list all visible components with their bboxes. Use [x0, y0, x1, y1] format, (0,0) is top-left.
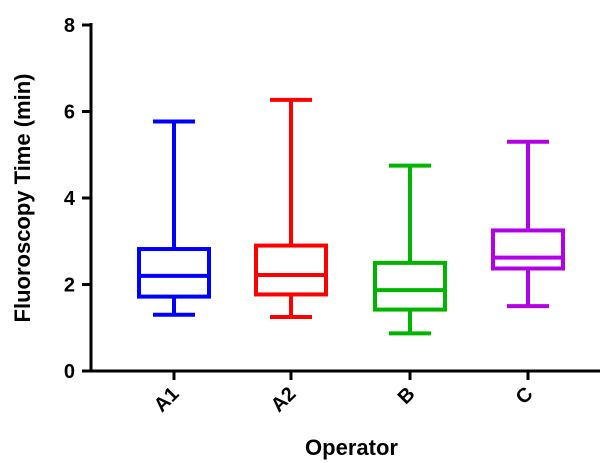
box-a1 [137, 119, 211, 317]
y-tick-label: 2 [64, 275, 75, 297]
y-tick-label: 4 [64, 188, 76, 210]
x-tick-label: C [512, 383, 538, 409]
box-a2 [254, 97, 328, 319]
iqr-box [137, 247, 211, 299]
box-b [373, 163, 447, 336]
iqr-box [373, 260, 447, 312]
box-c [491, 139, 565, 309]
iqr-box [491, 228, 565, 271]
x-axis-title: Operator [305, 435, 398, 460]
y-tick-label: 0 [64, 361, 75, 383]
y-axis-title: Fluoroscopy Time (min) [10, 74, 35, 323]
x-tick-label: A2 [267, 383, 301, 417]
x-tick-label: A1 [150, 383, 184, 417]
y-tick-label: 8 [64, 15, 75, 37]
x-axis: A1 A2 B C [89, 369, 600, 417]
iqr-box [254, 243, 328, 297]
y-axis: 0 2 4 6 8 [64, 15, 93, 383]
y-tick-label: 6 [64, 102, 75, 124]
x-tick-label: B [394, 383, 420, 409]
box-series [137, 97, 565, 336]
